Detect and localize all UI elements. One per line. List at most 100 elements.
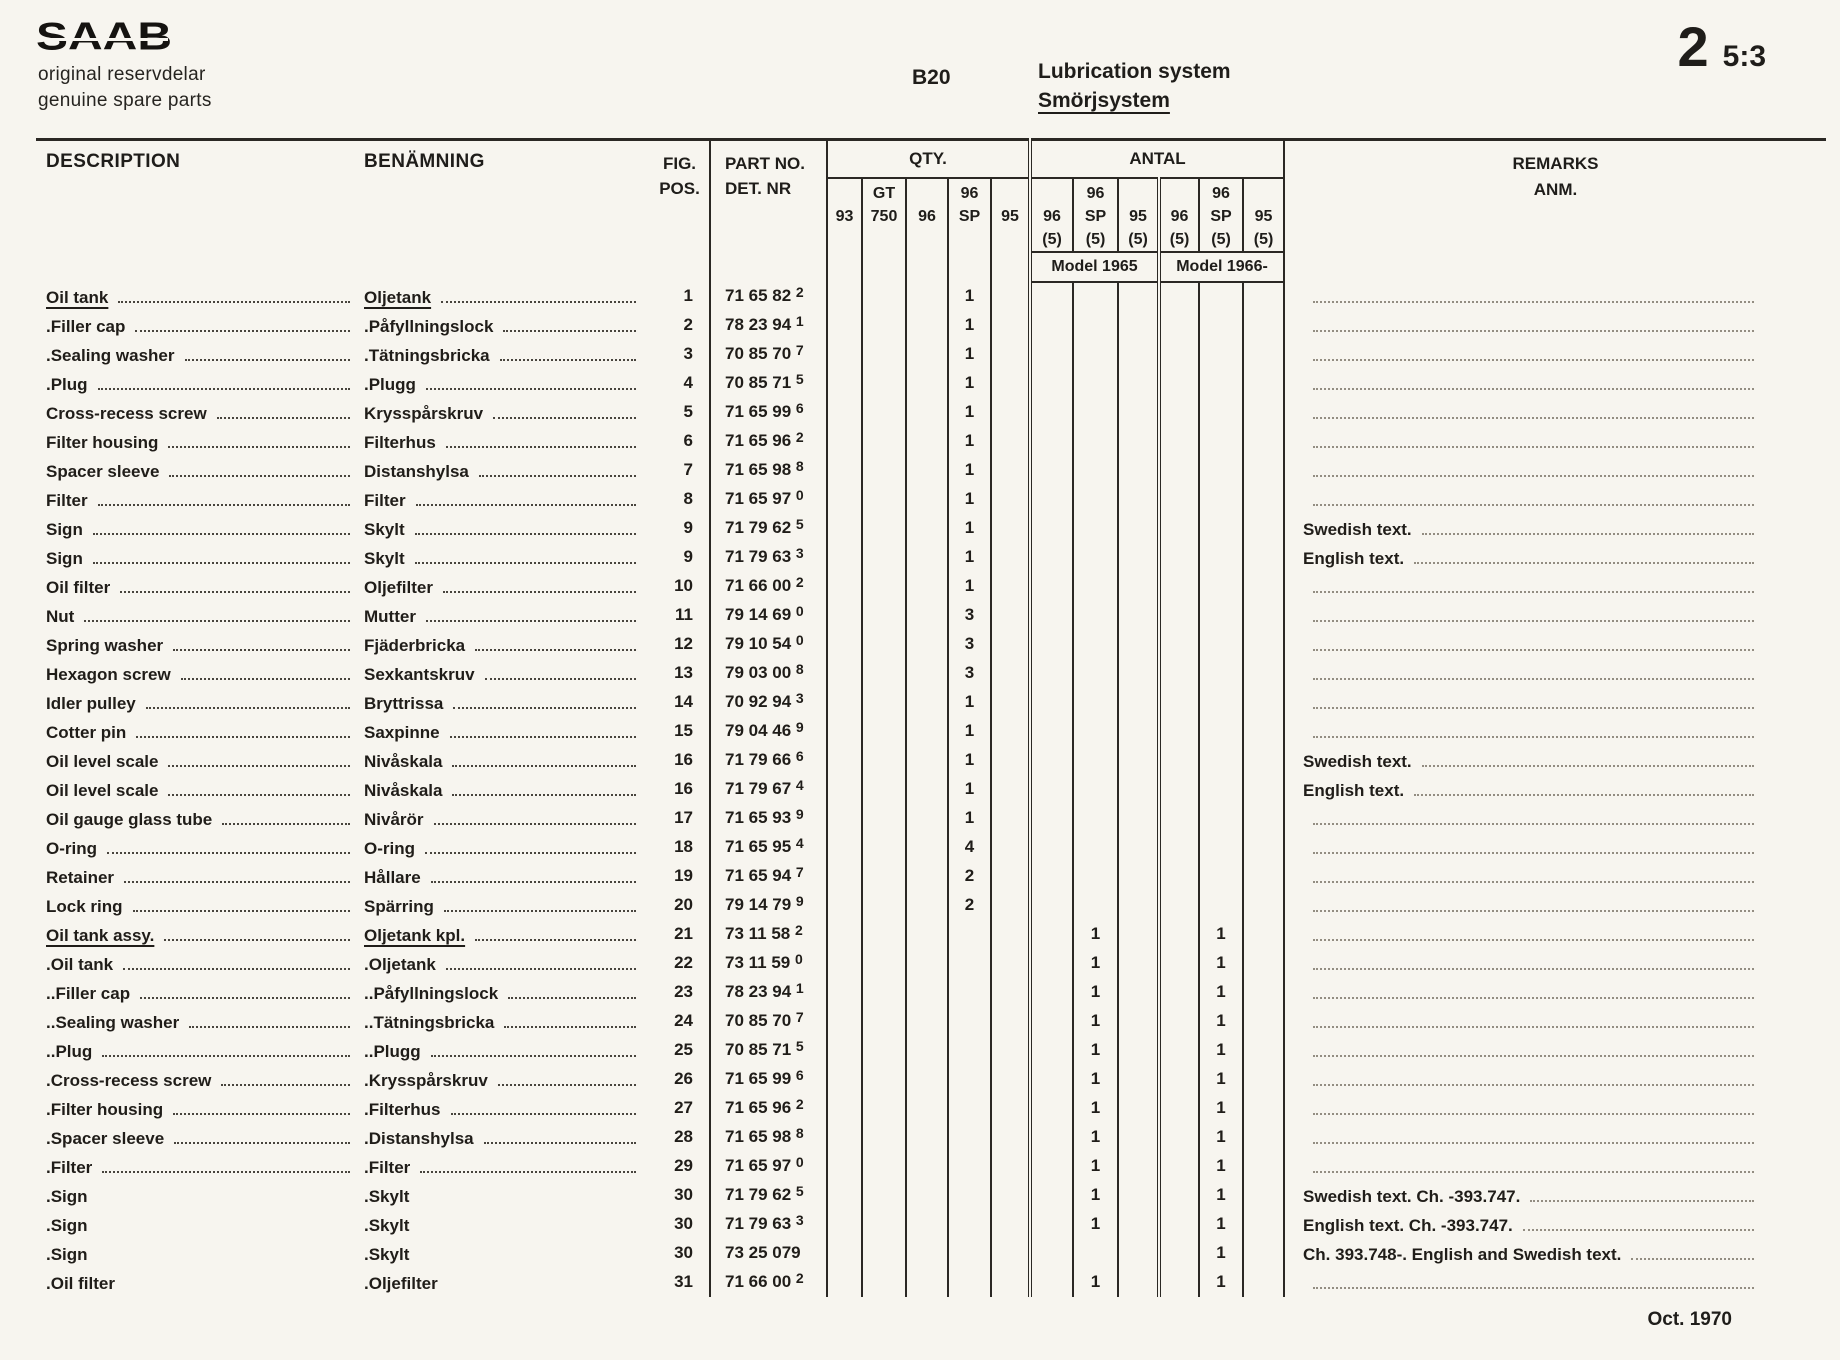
parts-table-header: DESCRIPTION BENÄMNING FIG. POS. PART NO.… [36,139,1826,283]
qty-cell [1028,861,1074,891]
system-title-english: Lubrication system [1038,60,1231,83]
fig-pos-cell: 20 [674,895,693,914]
qty-cell [989,861,1031,891]
qty-cell [1242,513,1285,543]
fig-pos-cell: 30 [674,1214,693,1233]
qty-cell [989,1006,1031,1036]
qty-cell [1242,1180,1285,1210]
part-no-cell: 71 66 00 2 [709,1267,827,1297]
qty-cell [947,1267,991,1297]
qty-cell [1028,426,1074,456]
remarks-cell [1283,948,1826,978]
qty-cell [1157,629,1200,659]
fig-pos-cell: 4 [683,373,693,392]
benamning-cell: .Distanshylsa [364,1123,650,1152]
qty-cell [826,339,862,369]
qty-cell [826,542,862,572]
benamning-cell: Filter [364,485,650,514]
qty-column-header: 93 [826,177,862,252]
qty-cell [1157,658,1200,688]
part-no-cell: 71 65 94 7 [709,861,827,891]
qty-cell [989,397,1031,427]
qty-cell [1242,397,1285,427]
qty-cell [861,542,906,572]
page-header: SAAB original reservdelar genuine spare … [0,0,1840,138]
qty-cell [1157,484,1200,514]
qty-cell [1028,1122,1074,1152]
qty-cell [826,513,862,543]
qty-cell [861,629,906,659]
qty-cell: 1 [947,687,991,717]
description-cell: ..Sealing washer [36,1007,364,1036]
qty-cell [1157,542,1200,572]
qty-cell [861,1238,906,1268]
benamning-cell: .Oljefilter [364,1273,438,1293]
remarks-cell: Swedish text. [1283,513,1826,543]
qty-column-header: GT 750 [861,177,906,252]
qty-column-header: 95 [989,177,1031,252]
part-no-cell: 71 79 62 5 [709,1180,827,1210]
table-row: ..Plug ..Plugg 25 70 85 71 5 1 1 [36,1035,1826,1065]
qty-cell [826,1267,862,1297]
anm-label: ANM. [1533,180,1578,199]
remarks-cell [1283,803,1826,833]
part-no-cell: 71 79 66 6 [709,745,827,775]
qty-cell: 1 [947,542,991,572]
qty-cell [826,397,862,427]
table-row: .Oil filter .Oljefilter 31 71 66 00 2 1 1 [36,1267,1826,1297]
remarks-cell [1283,455,1826,485]
part-no-cell: 71 65 99 6 [709,1064,827,1094]
qty-cell [861,658,906,688]
qty-cell [905,716,948,746]
description-cell: Hexagon screw [36,659,364,688]
part-no-cell: 78 23 94 1 [709,977,827,1007]
qty-cell [905,861,948,891]
qty-cell [1028,1267,1074,1297]
fig-pos-cell: 3 [683,344,693,363]
remarks-cell [1283,339,1826,369]
qty-cell [1157,948,1200,978]
part-no-cell: 71 79 67 4 [709,774,827,804]
fig-pos-cell: 1 [683,286,693,305]
qty-column-header: 96 [905,177,948,252]
benamning-cell: Fjäderbricka [364,630,650,659]
part-no-cell: 71 79 62 5 [709,513,827,543]
qty-cell [1198,542,1244,572]
qty-cell [861,832,906,862]
qty-cell [1117,687,1160,717]
qty-cell [905,832,948,862]
qty-cell [1117,571,1160,601]
qty-cell [826,774,862,804]
qty-cell [861,687,906,717]
qty-cell [989,542,1031,572]
table-row: Nut Mutter 11 79 14 69 0 3 [36,600,1826,630]
system-titles: Lubrication system Smörjsystem [1038,58,1231,116]
qty-cell: 4 [947,832,991,862]
qty-cell [826,281,862,311]
qty-cell [861,745,906,775]
qty-cell [861,1151,906,1181]
qty-cell [1242,484,1285,514]
qty-cell: 1 [947,339,991,369]
qty-cell [905,513,948,543]
qty-cell [905,484,948,514]
qty-cell [826,1006,862,1036]
qty-cell [826,803,862,833]
description-cell: .Filter [36,1152,364,1181]
qty-cell [905,426,948,456]
qty-cell [826,919,862,949]
benamning-cell: Saxpinne [364,717,650,746]
qty-cell [905,339,948,369]
qty-cell [1028,832,1074,862]
qty-cell [1028,977,1074,1007]
qty-cell: 1 [1072,1093,1119,1123]
part-no-cell: 79 14 69 0 [709,600,827,630]
remarks-cell [1283,484,1826,514]
qty-cell: 1 [1072,1180,1119,1210]
qty-cell [861,948,906,978]
qty-cell [1028,803,1074,833]
qty-cell [905,1180,948,1210]
fig-pos-cell: 6 [683,431,693,450]
qty-cell [947,948,991,978]
fig-pos-cell: 14 [674,692,693,711]
